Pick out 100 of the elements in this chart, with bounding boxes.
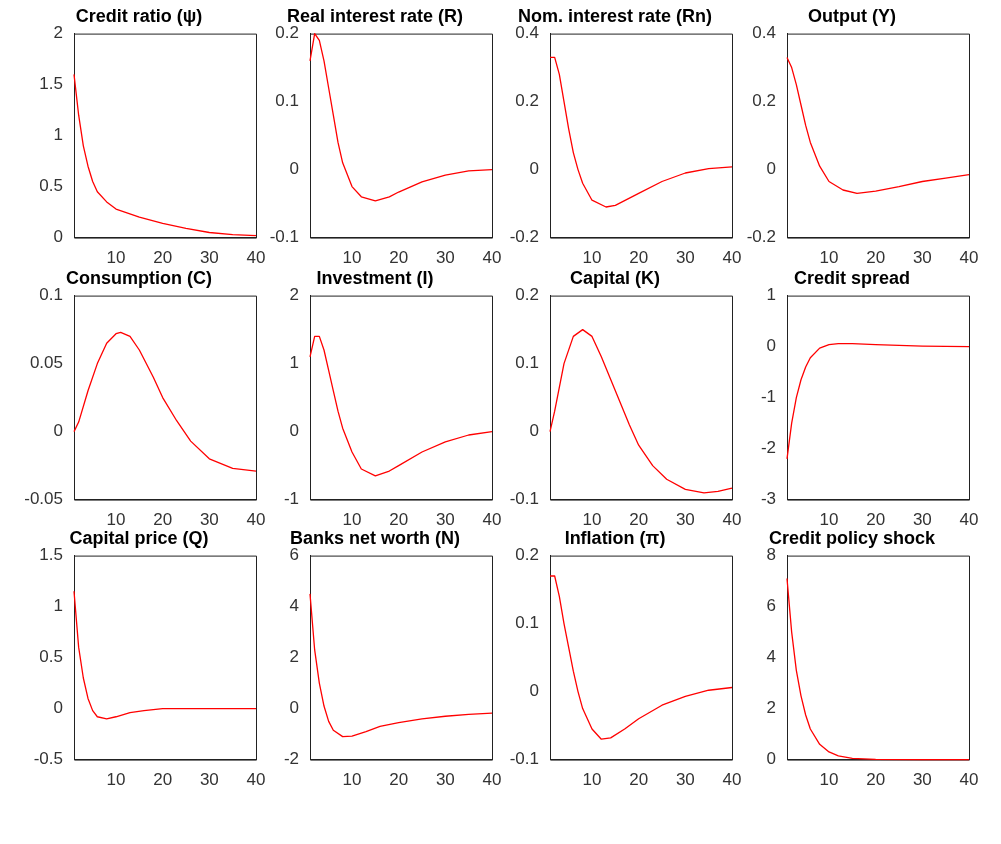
y-tick-label: -0.1: [269, 227, 299, 247]
y-tick-label: 0.5: [39, 176, 63, 196]
x-tick-label: 30: [435, 248, 455, 268]
x-tick-label: 10: [819, 510, 839, 530]
y-tick-label: 0: [53, 227, 63, 247]
x-tick-label: 20: [629, 248, 649, 268]
y-tick-label: 2: [53, 23, 63, 43]
x-tick-label: 10: [582, 770, 602, 790]
x-tick-label: 20: [153, 770, 173, 790]
x-tick-label: 10: [819, 770, 839, 790]
y-tick-label: 1: [53, 596, 63, 616]
y-tick-label: -0.5: [33, 749, 63, 769]
x-tick-label: 20: [389, 248, 409, 268]
y-tick-label: 0.1: [515, 353, 539, 373]
x-tick-label: 40: [482, 510, 502, 530]
y-tick-label: 1: [766, 285, 776, 305]
y-tick-label: -0.2: [509, 227, 539, 247]
x-tick-label: 40: [246, 770, 266, 790]
x-tick-label: 30: [199, 248, 219, 268]
x-tick-label: 10: [106, 248, 126, 268]
x-tick-label: 20: [866, 770, 886, 790]
x-tick-label: 20: [153, 248, 173, 268]
y-tick-label: 0.5: [39, 647, 63, 667]
x-tick-label: 30: [199, 510, 219, 530]
chart-title: Banks net worth (N): [289, 527, 461, 548]
y-tick-label: 2: [289, 647, 299, 667]
x-tick-label: 10: [342, 248, 362, 268]
x-tick-label: 30: [912, 510, 932, 530]
x-tick-label: 40: [482, 248, 502, 268]
x-tick-label: 30: [435, 510, 455, 530]
y-tick-label: 0: [289, 159, 299, 179]
chart-title: Nom. interest rate (Rn): [517, 5, 713, 26]
y-tick-label: -0.1: [509, 489, 539, 509]
chart-title: Output (Y): [808, 5, 896, 26]
y-tick-label: 1: [289, 353, 299, 373]
x-tick-label: 30: [675, 770, 695, 790]
y-tick-label: 6: [766, 596, 776, 616]
x-tick-label: 10: [582, 248, 602, 268]
chart-title: Credit spread: [793, 267, 911, 288]
x-tick-label: 40: [959, 510, 979, 530]
y-tick-label: 0.2: [515, 91, 539, 111]
y-tick-label: 4: [289, 596, 299, 616]
x-tick-label: 30: [912, 248, 932, 268]
y-tick-label: 0: [529, 159, 539, 179]
x-tick-label: 20: [153, 510, 173, 530]
y-tick-label: 0: [766, 749, 776, 769]
x-tick-label: 10: [342, 510, 362, 530]
y-tick-label: 0: [766, 336, 776, 356]
y-tick-label: -3: [760, 489, 776, 509]
x-tick-label: 40: [246, 248, 266, 268]
x-tick-label: 40: [482, 770, 502, 790]
y-tick-label: 0.2: [275, 23, 299, 43]
y-tick-label: -1: [760, 387, 776, 407]
x-tick-label: 10: [342, 770, 362, 790]
y-tick-label: -0.05: [24, 489, 63, 509]
x-tick-label: 40: [959, 770, 979, 790]
chart-title: Real interest rate (R): [286, 5, 464, 26]
x-tick-label: 10: [106, 510, 126, 530]
y-tick-label: 0: [529, 421, 539, 441]
y-tick-label: -0.1: [509, 749, 539, 769]
y-tick-label: -1: [283, 489, 299, 509]
y-tick-label: 0: [529, 681, 539, 701]
chart-title: Investment (I): [316, 267, 434, 288]
y-tick-label: 0: [289, 421, 299, 441]
y-tick-label: 8: [766, 545, 776, 565]
y-tick-label: 0.1: [39, 285, 63, 305]
y-tick-label: 0.4: [515, 23, 539, 43]
x-tick-label: 20: [389, 510, 409, 530]
y-tick-label: 2: [289, 285, 299, 305]
y-tick-label: 0.1: [515, 613, 539, 633]
y-tick-label: 0: [53, 698, 63, 718]
x-tick-label: 20: [866, 510, 886, 530]
x-tick-label: 30: [675, 510, 695, 530]
x-tick-label: 40: [246, 510, 266, 530]
x-tick-label: 20: [866, 248, 886, 268]
x-tick-label: 40: [959, 248, 979, 268]
y-tick-label: 0.2: [515, 545, 539, 565]
chart-title: Credit policy shock: [768, 527, 937, 548]
y-tick-label: -2: [760, 438, 776, 458]
x-tick-label: 20: [629, 510, 649, 530]
y-tick-label: -0.2: [746, 227, 776, 247]
y-tick-label: 1.5: [39, 545, 63, 565]
chart-title: Capital (K): [570, 267, 661, 288]
y-tick-label: 0.4: [752, 23, 776, 43]
x-tick-label: 30: [912, 770, 932, 790]
x-tick-label: 40: [722, 248, 742, 268]
y-tick-label: 0: [53, 421, 63, 441]
y-tick-label: 1.5: [39, 74, 63, 94]
y-tick-label: 0: [289, 698, 299, 718]
y-tick-label: 6: [289, 545, 299, 565]
x-tick-label: 30: [435, 770, 455, 790]
y-tick-label: 0.2: [515, 285, 539, 305]
x-tick-label: 10: [106, 770, 126, 790]
x-tick-label: 30: [199, 770, 219, 790]
chart-title: Credit ratio (ψ): [75, 5, 203, 26]
chart-title: Capital price (Q): [69, 527, 209, 548]
x-tick-label: 40: [722, 770, 742, 790]
x-tick-label: 10: [819, 248, 839, 268]
x-tick-label: 20: [389, 770, 409, 790]
chart-title: Inflation (π): [564, 527, 666, 548]
